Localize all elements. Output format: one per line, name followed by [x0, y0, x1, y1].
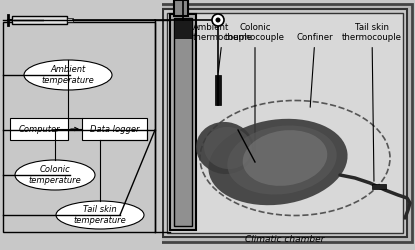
Text: Climatic chamber: Climatic chamber [245, 235, 325, 244]
FancyBboxPatch shape [167, 13, 403, 233]
FancyBboxPatch shape [12, 16, 67, 24]
Text: Computer: Computer [18, 124, 60, 134]
FancyBboxPatch shape [14, 18, 44, 22]
Ellipse shape [243, 130, 327, 186]
Text: Ambient
temperature: Ambient temperature [42, 65, 94, 85]
Text: Colonic
thermocouple: Colonic thermocouple [225, 22, 285, 152]
FancyBboxPatch shape [163, 9, 407, 237]
Text: Tail skin
thermocouple: Tail skin thermocouple [342, 22, 402, 181]
Ellipse shape [204, 127, 252, 169]
Text: Tail skin
temperature: Tail skin temperature [73, 205, 127, 225]
FancyBboxPatch shape [215, 75, 221, 105]
FancyBboxPatch shape [170, 14, 196, 230]
Circle shape [215, 18, 220, 22]
FancyBboxPatch shape [3, 22, 155, 232]
FancyBboxPatch shape [174, 18, 192, 38]
Text: Ambient
thermocouple: Ambient thermocouple [193, 22, 253, 72]
Ellipse shape [208, 119, 348, 205]
Text: Confiner: Confiner [297, 33, 333, 107]
FancyBboxPatch shape [67, 18, 73, 22]
Ellipse shape [227, 126, 337, 194]
FancyBboxPatch shape [174, 0, 188, 16]
FancyBboxPatch shape [0, 0, 162, 250]
FancyBboxPatch shape [82, 118, 147, 140]
Ellipse shape [24, 60, 112, 90]
Circle shape [212, 14, 224, 26]
FancyBboxPatch shape [174, 18, 192, 226]
FancyBboxPatch shape [158, 4, 412, 242]
Text: Colonic
temperature: Colonic temperature [29, 165, 81, 185]
Ellipse shape [196, 122, 254, 174]
Ellipse shape [56, 201, 144, 229]
Ellipse shape [15, 160, 95, 190]
Text: Data logger: Data logger [90, 124, 139, 134]
FancyBboxPatch shape [10, 118, 68, 140]
FancyBboxPatch shape [372, 184, 386, 189]
